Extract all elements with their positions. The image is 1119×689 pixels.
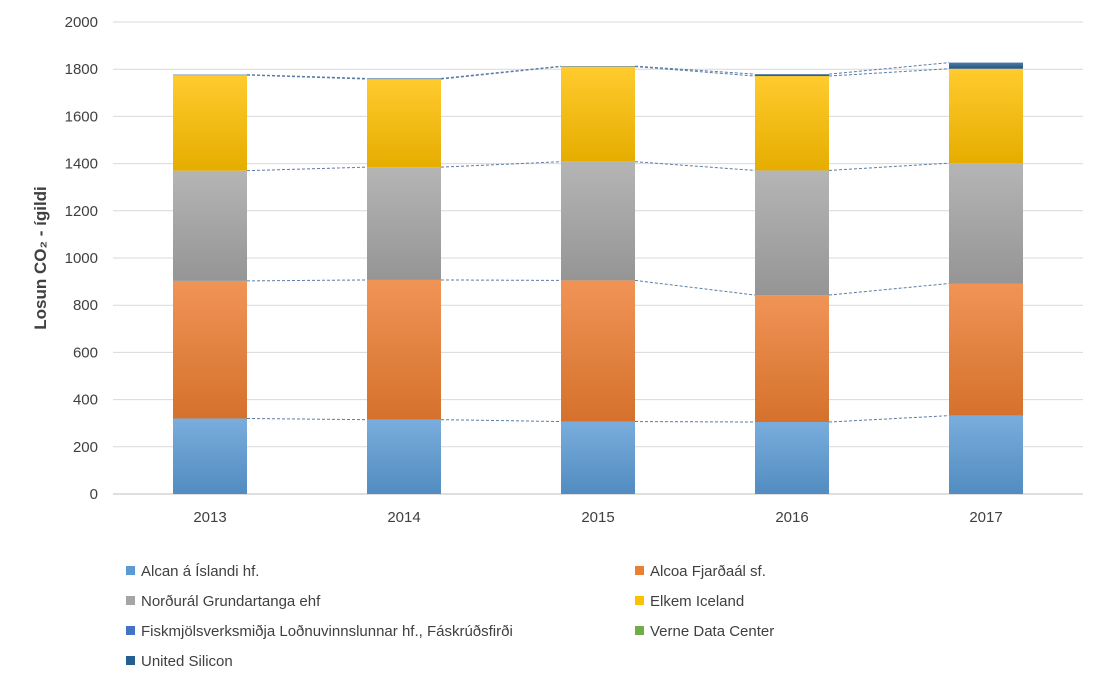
- series-line: [246, 166, 368, 172]
- series-line: [634, 66, 756, 77]
- legend-label: United Silicon: [141, 653, 233, 670]
- x-tick-label: 2013: [193, 509, 226, 526]
- bar-segment: [755, 76, 829, 171]
- series-line: [246, 279, 368, 282]
- bar-segment: [949, 415, 1023, 494]
- legend-swatch: [635, 596, 644, 605]
- bar-segment: [367, 279, 441, 420]
- bar-segment: [173, 75, 247, 171]
- legend-swatch: [126, 596, 135, 605]
- bar-segment: [755, 74, 829, 77]
- y-tick-label: 0: [90, 486, 98, 503]
- series-line: [828, 282, 950, 296]
- legend-label: Fiskmjölsverksmiðja Loðnuvinnslunnar hf.…: [141, 623, 513, 640]
- series-line: [634, 65, 756, 75]
- bar-segment: [561, 66, 635, 67]
- y-tick-label: 200: [73, 439, 98, 456]
- series-line: [246, 74, 368, 79]
- x-tick-label: 2016: [775, 509, 808, 526]
- bar-segment: [367, 78, 441, 80]
- series-connector-lines: [246, 62, 950, 423]
- y-tick-label: 1400: [65, 156, 98, 173]
- bar-segment: [561, 280, 635, 422]
- legend: Alcan á Íslandi hf. Alcoa Fjarðaál sf. Nor…: [126, 563, 774, 670]
- x-tick-label: 2017: [969, 509, 1002, 526]
- series-line: [440, 419, 562, 423]
- y-tick-label: 1200: [65, 203, 98, 220]
- bar-segment: [755, 422, 829, 494]
- series-line: [828, 62, 950, 75]
- series-line: [246, 417, 368, 421]
- legend-swatch: [126, 566, 135, 575]
- series-line: [246, 74, 368, 80]
- y-tick-label: 600: [73, 344, 98, 361]
- y-tick-label: 1600: [65, 108, 98, 125]
- legend-swatch: [635, 626, 644, 635]
- bar-segment: [561, 421, 635, 494]
- y-tick-label: 400: [73, 392, 98, 409]
- y-tick-label: 2000: [65, 14, 98, 31]
- axes: Losun CO₂ - ígildi 0 200 400 600 800 1000 1200…: [31, 14, 1003, 526]
- bar-segment: [367, 79, 441, 168]
- bar-segment: [949, 62, 1023, 69]
- bars: [173, 62, 1023, 494]
- legend-swatch: [635, 566, 644, 575]
- series-line: [828, 162, 950, 171]
- x-tick-label: 2014: [387, 509, 420, 526]
- legend-item: Verne Data Center: [635, 623, 774, 640]
- bar-segment: [173, 74, 247, 76]
- legend-item: Elkem Iceland: [635, 593, 744, 610]
- bar-segment: [561, 161, 635, 281]
- x-tick-label: 2015: [581, 509, 614, 526]
- series-line: [440, 161, 562, 168]
- series-line: [440, 65, 562, 79]
- bar-segment: [949, 163, 1023, 284]
- series-line: [828, 68, 950, 77]
- bar-segment: [949, 68, 1023, 164]
- legend-label: Alcan á Íslandi hf.: [141, 563, 259, 580]
- bar-segment: [173, 418, 247, 494]
- y-tick-label: 800: [73, 297, 98, 314]
- bar-segment: [173, 280, 247, 419]
- bar-segment: [755, 170, 829, 296]
- y-axis-title: Losun CO₂ - ígildi: [31, 186, 50, 330]
- legend-label: Elkem Iceland: [650, 593, 744, 610]
- legend-swatch: [126, 656, 135, 665]
- series-line: [634, 161, 756, 171]
- legend-label: Norðurál Grundartanga ehf: [141, 593, 321, 610]
- bar-segment: [173, 170, 247, 281]
- bar-segment: [367, 167, 441, 280]
- legend-item: Norðurál Grundartanga ehf: [126, 593, 321, 610]
- y-tick-label: 1800: [65, 61, 98, 78]
- series-line: [634, 279, 756, 296]
- legend-label: Verne Data Center: [650, 623, 774, 640]
- series-line: [828, 415, 950, 423]
- series-line: [440, 66, 562, 80]
- legend-label: Alcoa Fjarðaál sf.: [650, 563, 766, 580]
- legend-item: Alcan á Íslandi hf.: [126, 563, 259, 580]
- bar-segment: [949, 283, 1023, 416]
- bar-segment: [367, 419, 441, 494]
- bar-segment: [561, 66, 635, 162]
- legend-item: Fiskmjölsverksmiðja Loðnuvinnslunnar hf.…: [126, 623, 513, 640]
- y-tick-label: 1000: [65, 250, 98, 267]
- bar-segment: [755, 295, 829, 423]
- legend-swatch: [126, 626, 135, 635]
- legend-item: Alcoa Fjarðaál sf.: [635, 563, 766, 580]
- legend-item: United Silicon: [126, 653, 233, 670]
